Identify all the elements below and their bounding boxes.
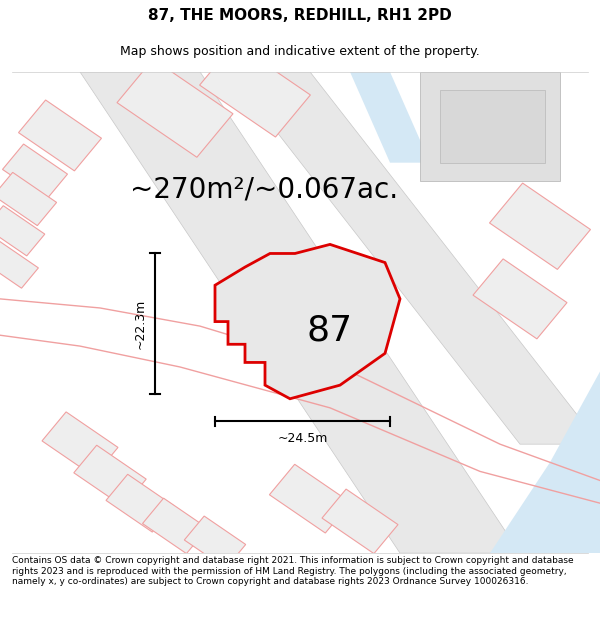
Text: 87, THE MOORS, REDHILL, RH1 2PD: 87, THE MOORS, REDHILL, RH1 2PD xyxy=(148,8,452,23)
Polygon shape xyxy=(215,244,400,399)
Polygon shape xyxy=(184,516,245,568)
Polygon shape xyxy=(143,498,208,554)
Polygon shape xyxy=(0,206,45,256)
Polygon shape xyxy=(42,412,118,476)
Polygon shape xyxy=(80,72,520,553)
Text: ~24.5m: ~24.5m xyxy=(277,432,328,446)
Polygon shape xyxy=(490,183,590,269)
Polygon shape xyxy=(350,72,430,162)
Polygon shape xyxy=(117,59,233,158)
Polygon shape xyxy=(0,173,56,226)
Polygon shape xyxy=(2,144,67,199)
Polygon shape xyxy=(490,371,600,553)
Polygon shape xyxy=(473,259,567,339)
Polygon shape xyxy=(19,100,101,171)
Polygon shape xyxy=(420,72,560,181)
Polygon shape xyxy=(106,474,174,532)
Polygon shape xyxy=(74,445,146,507)
Polygon shape xyxy=(322,489,398,554)
Polygon shape xyxy=(230,72,600,444)
Polygon shape xyxy=(269,464,350,533)
Polygon shape xyxy=(0,241,38,288)
Text: ~22.3m: ~22.3m xyxy=(134,299,147,349)
Text: Map shows position and indicative extent of the property.: Map shows position and indicative extent… xyxy=(120,45,480,58)
Text: ~270m²/~0.067ac.: ~270m²/~0.067ac. xyxy=(130,176,398,204)
Polygon shape xyxy=(200,43,310,137)
Text: Contains OS data © Crown copyright and database right 2021. This information is : Contains OS data © Crown copyright and d… xyxy=(12,556,574,586)
Text: 87: 87 xyxy=(307,314,353,348)
Polygon shape xyxy=(440,90,545,162)
